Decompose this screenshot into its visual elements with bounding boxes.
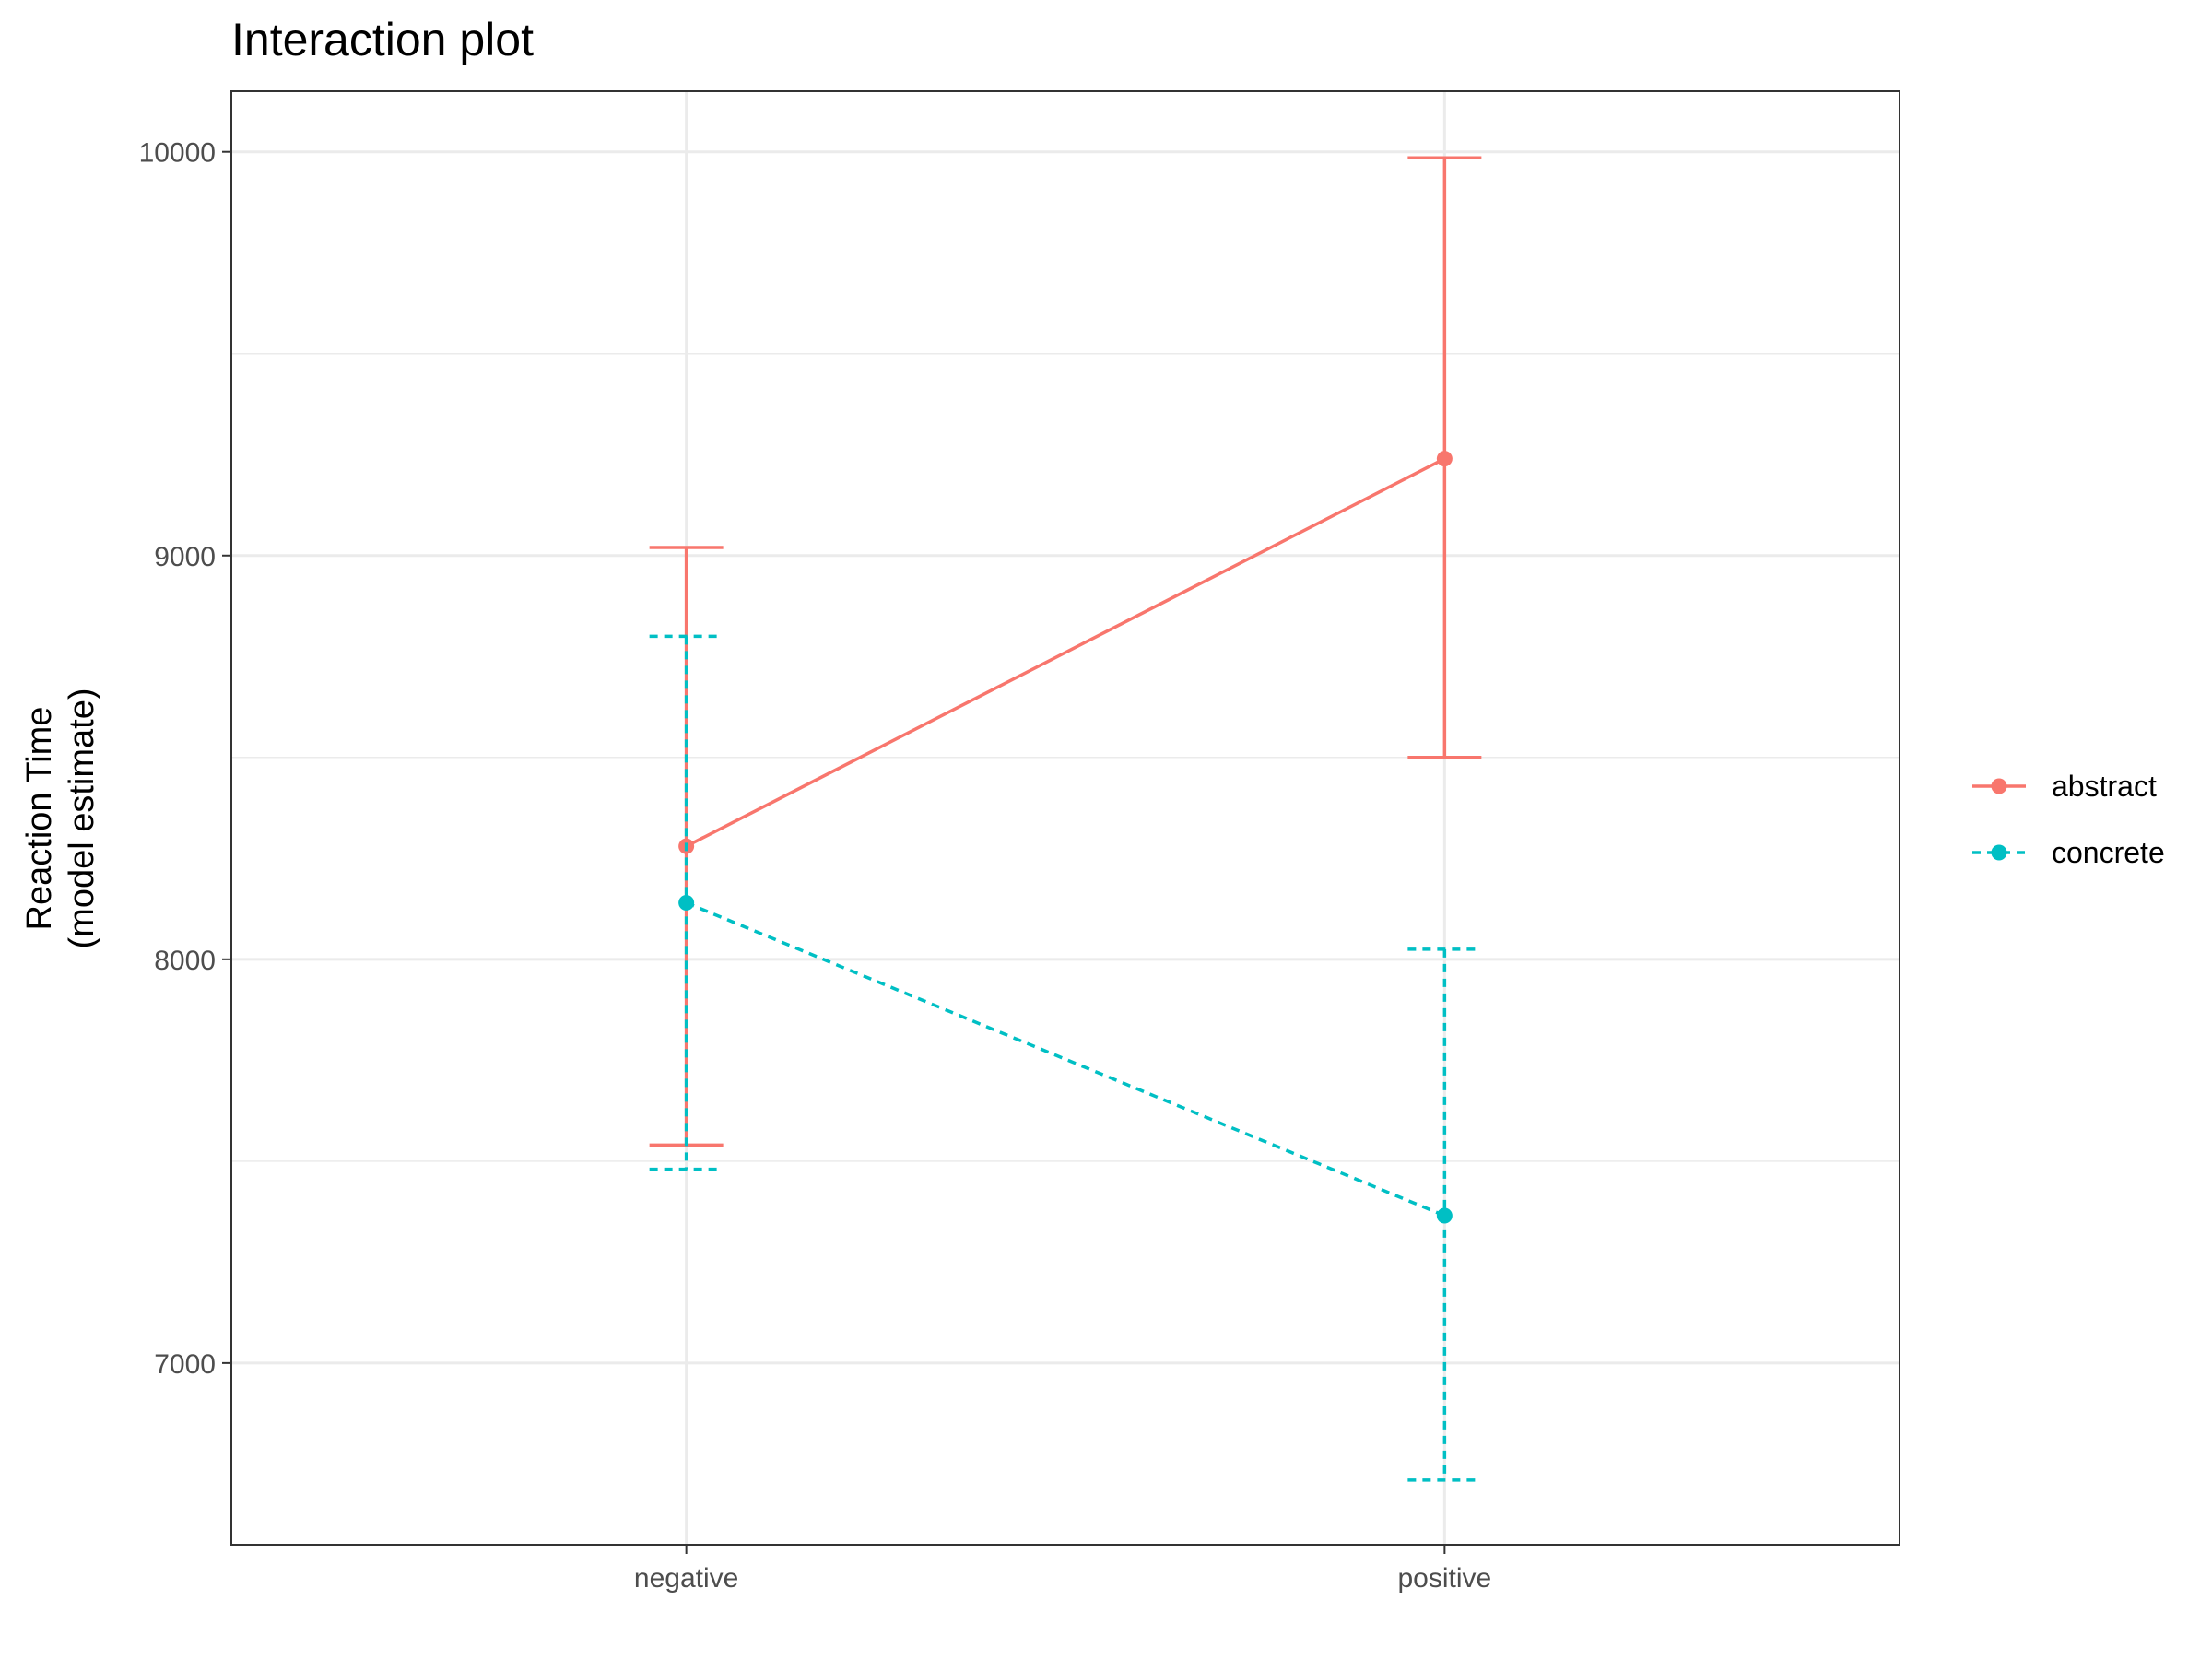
y-axis-title: Reaction Time (model estimate) xyxy=(20,688,101,949)
y-axis-title-line-2: (model estimate) xyxy=(63,688,101,949)
x-tick-label-positive: positive xyxy=(1398,1563,1492,1594)
point-concrete-positive xyxy=(1436,1207,1453,1224)
legend-key-point xyxy=(1991,844,2007,861)
series-layer xyxy=(649,156,1482,1482)
grid-lines xyxy=(231,91,1900,1545)
y-axis: 7000 8000 9000 10000 xyxy=(139,138,231,1380)
y-tick-label: 9000 xyxy=(154,542,216,572)
series-abstract xyxy=(649,156,1482,1147)
line-abstract xyxy=(685,457,1446,848)
y-tick-label: 7000 xyxy=(154,1349,216,1380)
legend-label: abstract xyxy=(2052,770,2157,803)
legend-key-point xyxy=(1991,778,2007,794)
line-concrete xyxy=(685,900,1446,1218)
point-abstract-positive xyxy=(1436,451,1453,467)
legend-item-abstract: abstract xyxy=(1972,770,2157,803)
x-tick-label-negative: negative xyxy=(634,1563,738,1594)
x-axis: negative positive xyxy=(634,1545,1491,1594)
y-tick-label: 8000 xyxy=(154,946,216,976)
legend-label: concrete xyxy=(2052,836,2165,869)
chart-title: Interaction plot xyxy=(231,14,534,65)
legend: abstract concrete xyxy=(1972,770,2165,869)
point-concrete-negative xyxy=(678,894,695,911)
y-tick-label: 10000 xyxy=(139,138,216,169)
y-axis-title-line-1: Reaction Time xyxy=(20,707,59,931)
plot-panel-border xyxy=(230,90,1900,1546)
legend-item-concrete: concrete xyxy=(1972,836,2165,869)
series-concrete xyxy=(649,634,1482,1482)
